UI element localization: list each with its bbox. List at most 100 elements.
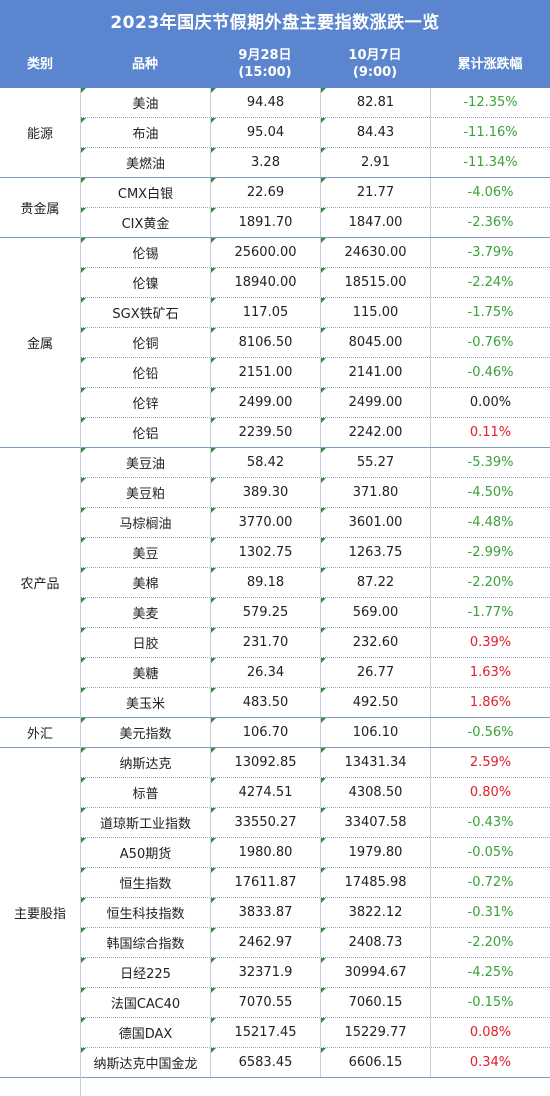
date2-value-cell: 115.00 [320,298,430,327]
date1-value-cell-text: 58.42 [246,455,285,470]
date1-value-cell-text: 2151.00 [238,365,293,380]
change-cell-text: -2.20% [467,935,514,950]
date1-value-cell: 3.28 [210,148,320,177]
date1-value-cell-text: 3770.00 [238,515,293,530]
name-cell: 伦锡 [80,238,210,267]
name-cell: 美豆粕 [80,478,210,507]
date1-value-cell: 4274.51 [210,778,320,807]
table-row: 美豆油 58.42 55.27 -5.39% [80,448,550,478]
change-cell: 0.11% [430,418,550,447]
change-cell: -0.72% [430,868,550,897]
date1-value-cell: 579.25 [210,598,320,627]
date1-value-cell: 2499.00 [210,388,320,417]
date1-value-cell: 94.48 [210,88,320,117]
table-row: 伦锡 25600.00 24630.00 -3.79% [80,238,550,268]
table-row: 美燃油 3.28 2.91 -11.34% [80,148,550,178]
date2-value-cell-text: 17485.98 [344,875,407,890]
header-category: 类别 [0,40,80,88]
change-cell: -2.20% [430,568,550,597]
date2-value-cell: 2141.00 [320,358,430,387]
name-cell-text: 马棕榈油 [119,517,172,532]
name-cell-text: 美麦 [132,607,159,622]
table-row: 恒生科技指数 3833.87 3822.12 -0.31% [80,898,550,928]
name-cell-text: 恒生科技指数 [106,907,185,922]
category-label: 农产品 [20,577,60,592]
date2-value-cell-text: 26.77 [356,665,395,680]
date1-value-cell: 117.05 [210,298,320,327]
change-cell-text: -0.76% [467,335,514,350]
name-cell-text: 标普 [132,787,159,802]
date2-value-cell-text: 2499.00 [348,395,403,410]
date2-value-cell-text: 2141.00 [348,365,403,380]
name-cell: 标普 [80,778,210,807]
date1-value-cell: 32371.9 [210,958,320,987]
date1-value-cell: 2462.97 [210,928,320,957]
date2-value-cell: 4308.50 [320,778,430,807]
category-cell: 主要股指 [0,748,80,1078]
change-cell: -2.36% [430,208,550,237]
date2-value-cell-text: 3822.12 [348,905,403,920]
date1-value-cell-text: 1980.80 [238,845,293,860]
date2-value-cell-text: 115.00 [352,305,399,320]
table-row: 德国DAX 15217.45 15229.77 0.08% [80,1018,550,1048]
date1-value-cell-text: 8106.50 [238,335,293,350]
header-date1-line2: (15:00) [238,65,292,80]
name-cell-text: A50期货 [119,847,172,862]
date2-value-cell-text: 371.80 [352,485,399,500]
change-cell: -3.79% [430,238,550,267]
date1-value-cell: 26.34 [210,658,320,687]
header-date1-line1: 9月28日 [238,48,292,63]
date2-value-cell-text: 3601.00 [348,515,403,530]
name-cell: 韩国综合指数 [80,928,210,957]
date1-value-cell-text: 3833.87 [238,905,293,920]
category-cell: 金属 [0,238,80,448]
date2-value-cell: 2242.00 [320,418,430,447]
change-cell-text: 0.08% [469,1025,512,1040]
table-row: 法国CAC40 7070.55 7060.15 -0.15% [80,988,550,1018]
table-row: 美豆 1302.75 1263.75 -2.99% [80,538,550,568]
change-cell: -1.75% [430,298,550,327]
date1-value-cell: 2151.00 [210,358,320,387]
date2-value-cell-text: 82.81 [356,95,395,110]
table-row: 伦铜 8106.50 8045.00 -0.76% [80,328,550,358]
table-row: 美糖 26.34 26.77 1.63% [80,658,550,688]
date2-value-cell-text: 33407.58 [344,815,407,830]
date2-value-cell: 1847.00 [320,208,430,237]
change-cell-text: 0.00% [469,395,512,410]
header-category-label: 类别 [26,56,53,72]
date1-value-cell-text: 1891.70 [238,215,293,230]
name-cell-text: 纳斯达克中国金龙 [93,1057,198,1072]
table-row: 美元指数 106.70 106.10 -0.56% [80,718,550,748]
date1-value-cell: 389.30 [210,478,320,507]
name-cell: SGX铁矿石 [80,298,210,327]
change-cell: -2.20% [430,928,550,957]
change-cell: 2.59% [430,748,550,777]
table-row: CIX黄金 1891.70 1847.00 -2.36% [80,208,550,238]
name-cell-text: CMX白银 [117,187,174,202]
category-label: 外汇 [26,727,53,742]
name-cell: 道琼斯工业指数 [80,808,210,837]
date1-value-cell: 1302.75 [210,538,320,567]
date2-value-cell: 1979.80 [320,838,430,867]
table-row: 日经225 32371.9 30994.67 -4.25% [80,958,550,988]
name-cell-text: 美玉米 [125,697,165,712]
name-cell: 美糖 [80,658,210,687]
date2-value-cell-text: 24630.00 [344,245,407,260]
category-cell: 外汇 [0,718,80,748]
date1-value-cell: 18940.00 [210,268,320,297]
table-row: 布油 95.04 84.43 -11.16% [80,118,550,148]
date1-value-cell: 15217.45 [210,1018,320,1047]
change-cell: -0.56% [430,718,550,747]
date2-value-cell: 492.50 [320,688,430,717]
table-row: 纳斯达克中国金龙 6583.45 6606.15 0.34% [80,1048,550,1078]
date1-value-cell: 6583.45 [210,1048,320,1077]
date2-value-cell: 7060.15 [320,988,430,1017]
change-cell: -0.15% [430,988,550,1017]
change-cell-text: -1.77% [467,605,514,620]
date2-value-cell-text: 7060.15 [348,995,403,1010]
category-divider [80,88,81,1096]
change-cell-text: -1.75% [467,305,514,320]
category-label: 金属 [26,337,53,352]
date1-value-cell-text: 25600.00 [234,245,297,260]
name-cell-text: 道琼斯工业指数 [99,817,191,832]
